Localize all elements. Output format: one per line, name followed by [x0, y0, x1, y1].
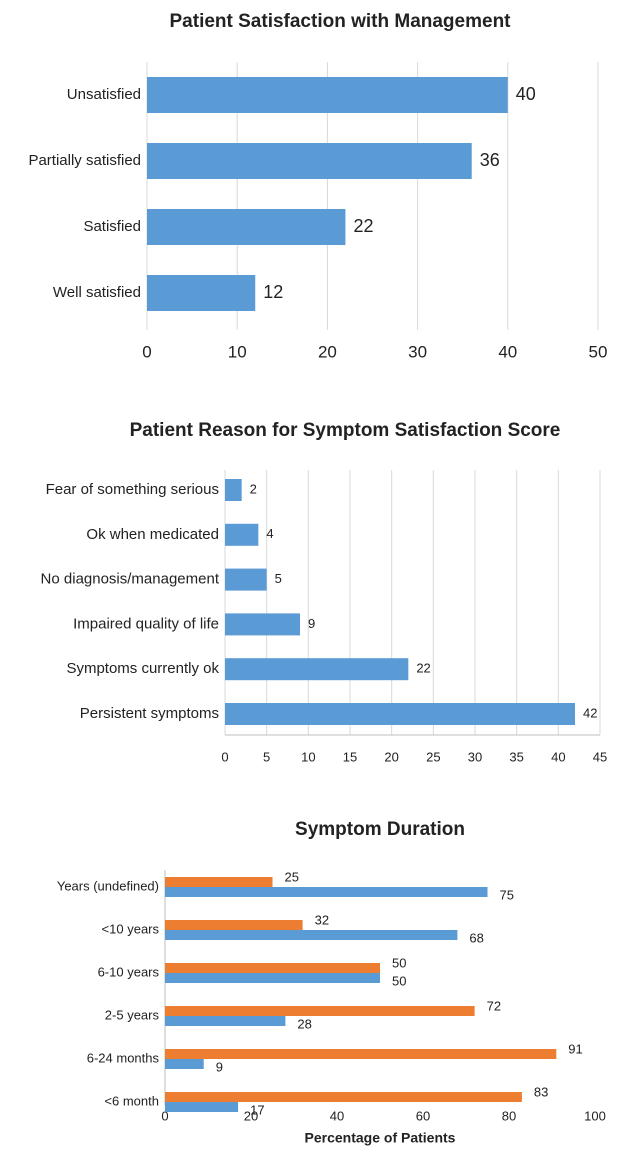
value-label: 22	[353, 216, 373, 236]
value-label: 32	[315, 912, 329, 927]
x-tick-label: 5	[263, 749, 270, 764]
value-label: 12	[263, 282, 283, 302]
bar	[225, 613, 300, 636]
x-tick-label: 20	[244, 1108, 258, 1123]
bar	[225, 568, 267, 591]
x-tick-label: 40	[330, 1108, 344, 1123]
value-label: 72	[487, 998, 501, 1013]
x-tick-label: 0	[142, 342, 151, 361]
value-label: 91	[568, 1041, 582, 1056]
y-tick-label: <6 month	[104, 1093, 159, 1108]
x-tick-label: 35	[509, 749, 523, 764]
value-label: 22	[416, 661, 430, 676]
y-tick-label: Persistent symptoms	[80, 705, 219, 722]
value-label: 68	[469, 930, 483, 945]
value-label: 25	[285, 869, 299, 884]
bar	[165, 877, 273, 887]
x-tick-label: 0	[221, 749, 228, 764]
y-tick-label: Well satisfied	[53, 284, 141, 301]
bar	[225, 479, 242, 501]
y-tick-label: 6-24 months	[87, 1050, 160, 1065]
x-tick-label: 0	[161, 1108, 168, 1123]
chart-title: Symptom Duration	[295, 819, 465, 840]
bar	[147, 209, 346, 245]
value-label: 83	[534, 1084, 548, 1099]
value-label: 9	[216, 1059, 223, 1074]
bar	[225, 658, 409, 681]
bar	[165, 1006, 475, 1016]
bar	[225, 523, 259, 546]
value-label: 28	[297, 1016, 311, 1031]
bar	[165, 930, 458, 940]
x-tick-label: 80	[502, 1108, 516, 1123]
bar	[147, 143, 472, 179]
bar	[165, 887, 488, 897]
bar	[165, 1016, 286, 1026]
value-label: 50	[392, 955, 406, 970]
x-tick-label: 40	[551, 749, 565, 764]
bar	[165, 1092, 522, 1102]
y-tick-label: Unsatisfied	[67, 86, 141, 103]
bar	[165, 1059, 204, 1069]
x-tick-label: 45	[593, 749, 607, 764]
bar	[165, 1049, 557, 1059]
value-label: 75	[500, 887, 514, 902]
x-tick-label: 100	[584, 1108, 606, 1123]
value-label: 36	[480, 150, 500, 170]
x-tick-label: 10	[301, 749, 315, 764]
bar	[147, 275, 256, 311]
y-tick-label: Years (undefined)	[57, 878, 159, 893]
x-tick-label: 30	[468, 749, 482, 764]
y-tick-label: Fear of something serious	[46, 481, 219, 498]
bar	[165, 1102, 239, 1112]
value-label: 9	[308, 616, 315, 631]
value-label: 4	[266, 526, 273, 541]
x-tick-label: 50	[589, 342, 608, 361]
y-tick-label: No diagnosis/management	[41, 571, 220, 588]
x-tick-label: 10	[228, 342, 247, 361]
x-tick-label: 20	[318, 342, 337, 361]
bar	[165, 920, 303, 930]
bar	[225, 703, 575, 725]
x-tick-label: 15	[343, 749, 357, 764]
chart-title: Patient Satisfaction with Management	[170, 11, 512, 32]
y-tick-label: Impaired quality of life	[73, 615, 219, 632]
y-tick-label: Satisfied	[83, 218, 141, 235]
y-tick-label: 2-5 years	[105, 1007, 160, 1022]
x-tick-label: 60	[416, 1108, 430, 1123]
bar	[165, 963, 380, 973]
x-tick-label: 20	[384, 749, 398, 764]
y-tick-label: <10 years	[102, 921, 160, 936]
x-tick-label: 40	[498, 342, 517, 361]
x-axis-title: Percentage of Patients	[305, 1130, 456, 1146]
y-tick-label: Partially satisfied	[28, 152, 141, 169]
x-tick-label: 25	[426, 749, 440, 764]
y-tick-label: Symptoms currently ok	[66, 660, 219, 677]
value-label: 17	[250, 1102, 264, 1117]
y-tick-label: 6-10 years	[98, 964, 160, 979]
bar	[147, 77, 508, 113]
value-label: 5	[275, 571, 282, 586]
bar	[165, 973, 380, 983]
chart-title: Patient Reason for Symptom Satisfaction …	[130, 420, 561, 441]
value-label: 50	[392, 973, 406, 988]
x-tick-label: 30	[408, 342, 427, 361]
value-label: 2	[250, 481, 257, 496]
value-label: 40	[516, 84, 536, 104]
y-tick-label: Ok when medicated	[86, 526, 219, 543]
value-label: 42	[583, 705, 597, 720]
